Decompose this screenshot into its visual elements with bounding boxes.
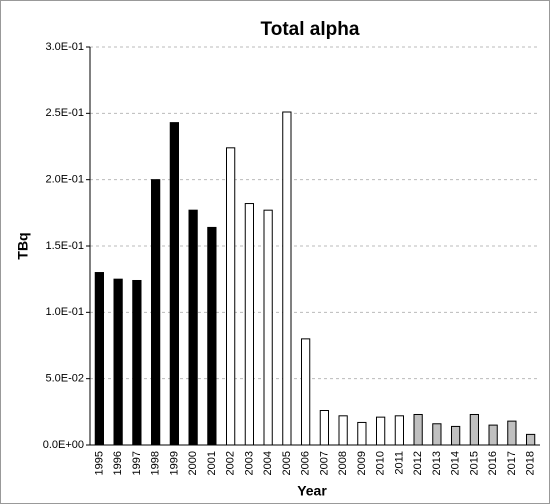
x-tick-label: 2017 (506, 451, 518, 475)
bar (282, 111, 292, 446)
bar (188, 209, 198, 446)
bar (413, 413, 423, 446)
x-tick-label: 2004 (262, 451, 274, 475)
bar (394, 415, 404, 446)
y-axis-title: TBq (15, 232, 31, 259)
bar (507, 420, 517, 446)
bar (263, 209, 273, 446)
bar (526, 433, 536, 446)
x-tick-label: 2005 (281, 451, 293, 475)
bar (488, 424, 498, 446)
x-tick-label: 2015 (468, 451, 480, 475)
bar (207, 226, 217, 446)
bar (169, 122, 179, 446)
x-tick-label: 1998 (150, 451, 162, 475)
x-tick-label: 2007 (318, 451, 330, 475)
y-tick-label: 0.0E+00 (43, 439, 84, 451)
y-tick-label: 2.5E-01 (45, 107, 84, 119)
x-tick-label: 1999 (168, 451, 180, 475)
x-tick-label: 2011 (393, 451, 405, 475)
x-tick-label: 2016 (487, 451, 499, 475)
bar (469, 413, 479, 446)
bar (226, 147, 236, 446)
bar (113, 278, 123, 446)
x-tick-label: 2014 (450, 451, 462, 475)
y-tick-label: 2.0E-01 (45, 174, 84, 186)
x-tick-label: 1995 (93, 451, 105, 475)
x-tick-label: 2000 (187, 451, 199, 475)
x-tick-label: 2006 (300, 451, 312, 475)
x-tick-label: 2002 (225, 451, 237, 475)
x-tick-label: 2010 (375, 451, 387, 475)
x-tick-label: 1997 (131, 451, 143, 475)
bar (319, 410, 329, 446)
x-tick-label: 2003 (243, 451, 255, 475)
bar (338, 415, 348, 446)
x-tick-label: 1996 (112, 451, 124, 475)
x-tick-label: 2018 (525, 451, 537, 475)
x-tick-label: 2001 (206, 451, 218, 475)
x-tick-label: 2012 (412, 451, 424, 475)
y-tick-label: 1.5E-01 (45, 240, 84, 252)
y-tick-label: 5.0E-02 (45, 373, 84, 385)
bar (94, 272, 104, 446)
y-tick-label: 1.0E-01 (45, 306, 84, 318)
x-axis-title: Year (297, 483, 327, 499)
bar (432, 423, 442, 446)
bar (376, 416, 386, 446)
bar (357, 421, 367, 446)
x-tick-label: 2009 (356, 451, 368, 475)
bar (132, 279, 142, 446)
x-tick-label: 2008 (337, 451, 349, 475)
y-tick-label: 3.0E-01 (45, 41, 84, 53)
x-tick-label: 2013 (431, 451, 443, 475)
chart-title: Total alpha (261, 19, 360, 40)
bar (151, 179, 161, 446)
bar (301, 338, 311, 446)
bar (451, 425, 461, 446)
bar (244, 203, 254, 446)
